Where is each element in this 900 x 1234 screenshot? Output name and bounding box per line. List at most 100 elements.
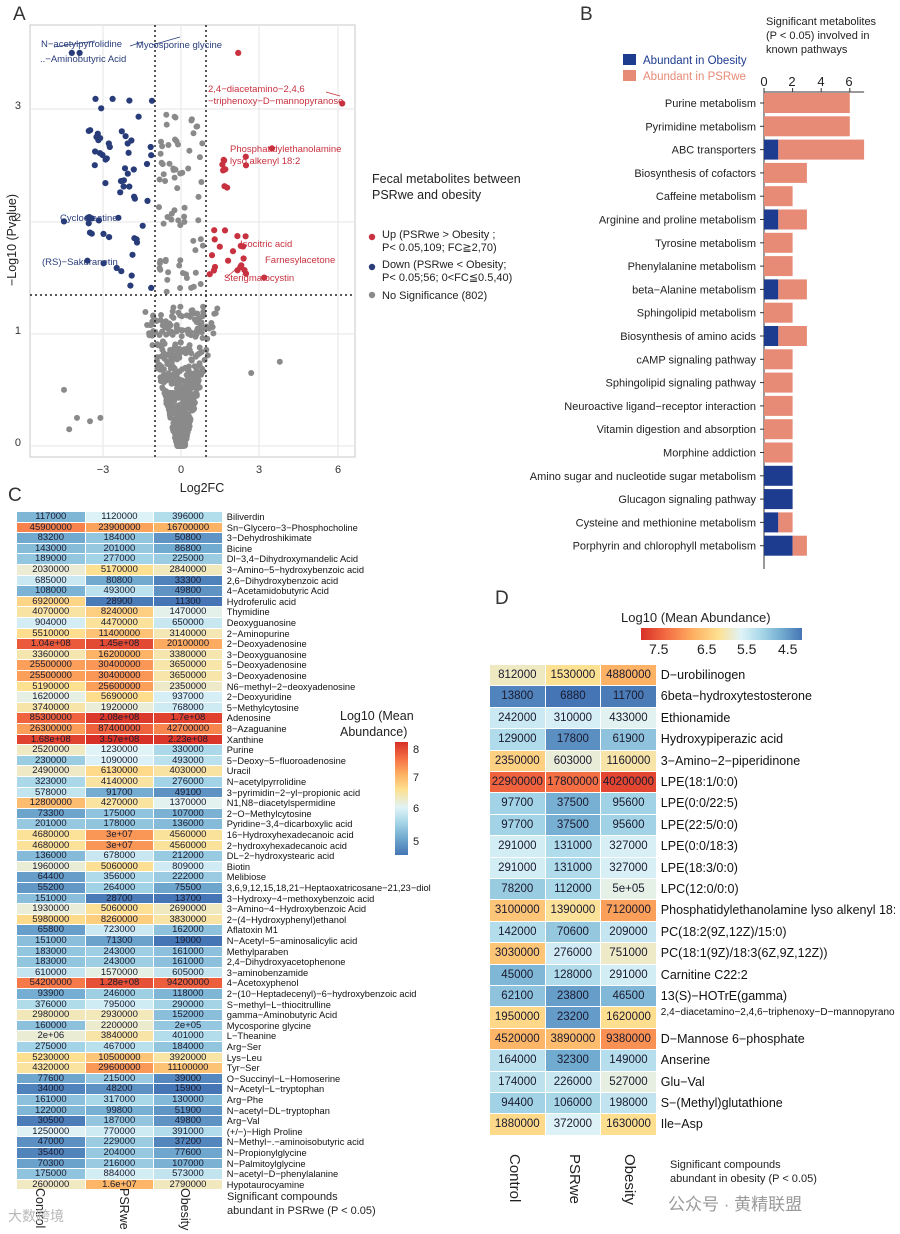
volcano-point [177,410,184,416]
bar-category-label: Cysteine and methionine metabolism [576,517,756,529]
volcano-point [178,429,185,436]
heatmap-cell: 4520000 [490,1028,545,1050]
heatmap-cell: 95600 [601,793,656,814]
volcano-point [174,442,181,449]
heatmap-cell: 290000 [154,999,222,1010]
heatmap-cell: 291000 [490,857,545,878]
heatmap-cell: 2350000 [490,750,545,771]
heatmap-cell: 650000 [154,618,222,628]
volcano-point-down [131,235,138,242]
volcano-point [66,426,73,433]
heatmap-row: 160000 2200000 2e+05 Mycosporine glycine [17,1020,471,1032]
volcano-point [171,428,178,435]
volcano-point [176,443,183,449]
heatmap-cell: 401000 [154,1031,222,1041]
volcano-point [171,365,178,372]
heatmap-cell: 1.45e+08 [85,639,154,649]
volcano-point [175,442,181,449]
volcano-point-down [131,195,138,202]
volcano-point [175,389,182,396]
volcano-point [182,441,189,448]
heatmap-row: 164000 32300 149000 Anserine [490,1050,897,1071]
volcano-point [174,438,181,445]
heatmap-cell: 16700000 [154,522,222,533]
volcano-point [97,414,104,421]
heatmap-row: 25500000 30400000 3650000 5−Deoxyadenosine [17,660,471,671]
volcano-point [155,342,162,349]
heatmap-cell: 175000 [17,1169,85,1179]
volcano-point [165,397,172,404]
heatmap-cell: 17800 [545,729,601,750]
ytick-2: 2 [15,212,21,224]
heatmap-row: 73300 175000 107000 2−O−Methylcytosine [17,808,471,820]
volcano-point [193,123,200,130]
heatmap-row: 12800000 4270000 1370000 N1,N8−diacetylsper… [17,798,471,809]
volcano-point [176,441,183,447]
volcano-point [182,430,189,437]
volcano-point [199,242,206,249]
heatmap-row-label: N1,N8−diacetylspermidine [226,798,336,809]
heatmap-cell: 108000 [17,586,85,596]
volcano-point [170,420,177,427]
bar-psrwe [764,395,793,416]
volcano-point-up [222,166,229,173]
volcano-point [167,375,174,382]
volcano-point [176,412,183,419]
volcano-point-down [84,257,91,264]
heatmap-cell: 187000 [85,1116,154,1126]
volcano-point [178,313,185,320]
heatmap-row-label: 3,6,9,12,15,18,21−Heptaoxatricosane−21,2… [226,883,431,893]
heatmap-row-label: 3−Deoxyguanosine [226,649,307,660]
volcano-point [161,355,168,362]
heatmap-c-tick-6: 6 [413,803,420,815]
heatmap-row: 275000 467000 184000 Arg−Ser [17,1042,471,1053]
volcano-point [163,324,170,331]
annot-mycosporine: Mycosporine glycine [136,40,222,51]
volcano-point [170,408,177,415]
heatmap-cell: 3920000 [154,1052,222,1063]
volcano-point-up [235,49,242,57]
volcano-point [178,439,185,446]
volcano-point [182,350,189,357]
heatmap-row-label: LPE(0:0/22:5) [660,796,738,811]
legend-up-line2: P< 0.05,109; FC≧2,70) [382,242,497,254]
volcano-point [175,402,182,409]
heatmap-row: 62100 23800 46500 13(S)−HOTrE(gamma) [490,986,897,1007]
volcano-point [187,416,194,423]
bar-psrwe [764,93,850,113]
volcano-point [171,391,178,398]
heatmap-cell: 42700000 [154,724,222,734]
volcano-point [173,437,180,444]
volcano-point [153,318,160,324]
bar-category-label: Morphine addiction [663,448,756,460]
volcano-point [167,322,174,329]
ytick-3: 3 [15,100,21,112]
volcano-point [193,385,199,392]
heatmap-row-label: 2,4−diacetamino−2,4,6−triphenoxy−D−manno… [660,1007,895,1019]
heatmap-row: 64400 356000 222000 Melibiose [17,872,471,883]
heatmap-d-tick-6-5: 6.5 [697,641,717,657]
volcano-point-up [206,271,213,278]
heatmap-cell: 204000 [85,1148,154,1158]
volcano-point [173,392,180,399]
volcano-point [158,353,165,360]
volcano-point [167,414,174,421]
heatmap-row: 4520000 3890000 9380000 D−Mannose 6−phospha… [490,1028,897,1050]
volcano-point [188,370,195,377]
volcano-point [174,431,181,438]
heatmap-cell: 5510000 [17,628,85,639]
heatmap-cell: 11400000 [85,628,154,639]
xtick-minus3: −3 [97,464,110,476]
volcano-point [182,428,189,435]
heatmap-cell: 37500 [545,814,601,836]
volcano-point-down [97,135,104,142]
heatmap-row-label: Purine [226,745,254,756]
volcano-point [188,311,195,318]
bar-title-2: (P < 0.05) involved in [766,30,869,42]
volcano-point [173,439,180,445]
volcano-point [181,213,188,220]
volcano-point [157,150,164,157]
volcano-point [176,354,183,361]
heatmap-cell: 3030000 [490,943,545,964]
heatmap-cell: 143000 [17,543,85,554]
